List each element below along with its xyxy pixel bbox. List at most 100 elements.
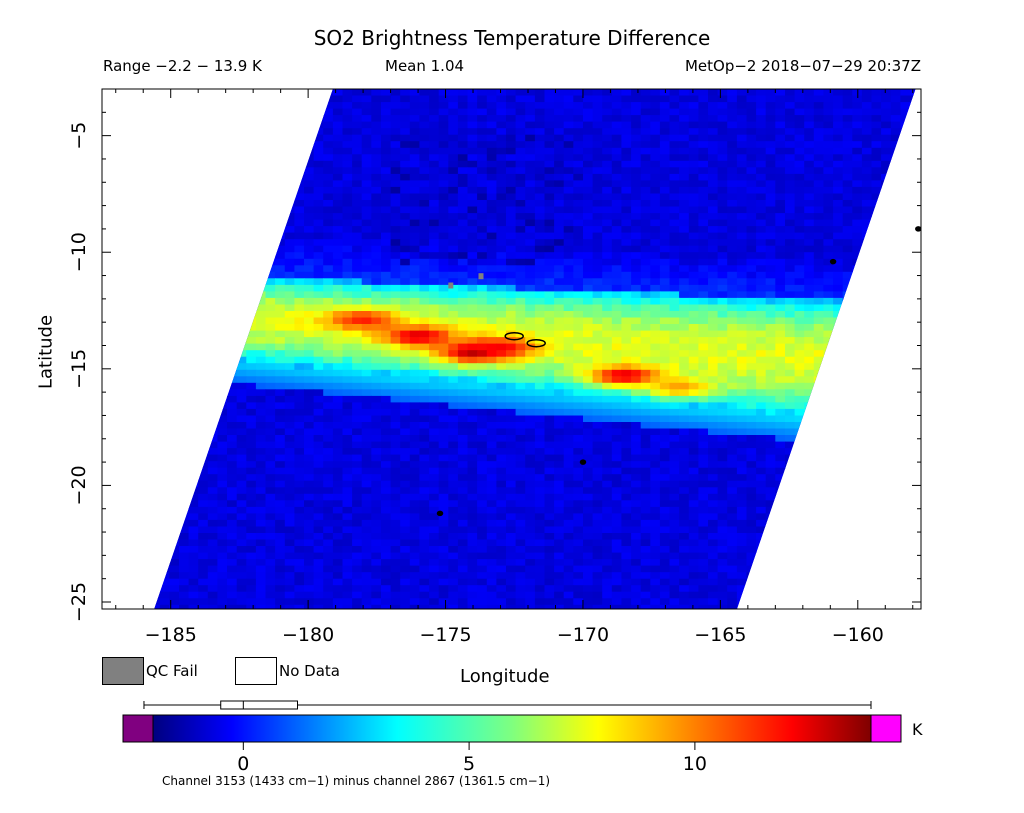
heat-cell	[640, 297, 651, 305]
heat-cell	[371, 382, 382, 390]
heat-cell	[236, 415, 247, 423]
heat-cell	[496, 297, 507, 305]
heat-cell	[323, 121, 334, 129]
heat-cell	[390, 435, 401, 443]
heat-cell	[409, 402, 420, 410]
heat-cell	[592, 226, 603, 234]
heat-cell	[275, 441, 286, 449]
heat-cell	[631, 369, 642, 377]
heat-cell	[477, 102, 488, 110]
heat-cell	[284, 180, 295, 188]
heat-cell	[255, 441, 267, 449]
heat-cell	[871, 89, 882, 97]
heat-cell	[890, 415, 901, 423]
heat-cell	[515, 232, 526, 240]
heat-cell	[592, 95, 603, 103]
heat-cell	[910, 317, 916, 325]
heat-cell	[708, 278, 719, 286]
heat-cell	[573, 415, 584, 423]
heat-cell	[227, 265, 238, 273]
heat-cell	[785, 134, 796, 142]
heat-cell	[207, 317, 218, 325]
heat-cell	[409, 395, 420, 403]
heat-cell	[563, 461, 574, 469]
heat-cell	[486, 193, 497, 201]
heat-cell	[236, 337, 247, 345]
heat-cell	[284, 291, 295, 299]
heat-cell	[371, 337, 382, 345]
heat-cell	[131, 278, 141, 285]
heat-cell	[323, 324, 334, 332]
heat-cell	[429, 343, 440, 351]
heat-cell	[159, 193, 170, 201]
heat-cell	[775, 363, 786, 371]
heat-cell	[602, 415, 613, 423]
heat-cell	[361, 376, 372, 384]
heat-cell	[900, 356, 911, 364]
heat-cell	[736, 422, 748, 430]
heat-cell	[717, 200, 728, 208]
heat-cell	[650, 448, 661, 456]
heat-cell	[842, 324, 853, 332]
heat-cell	[573, 200, 584, 208]
heat-cell	[448, 95, 459, 103]
heat-cell	[352, 317, 363, 325]
heat-cell	[332, 154, 344, 162]
heat-cell	[583, 89, 594, 97]
heat-cell	[785, 441, 796, 449]
heat-cell	[265, 297, 276, 305]
heat-cell	[823, 128, 834, 136]
heat-cell	[332, 271, 344, 279]
heat-cell	[592, 239, 603, 247]
heat-cell	[313, 173, 324, 181]
heat-cell	[154, 258, 161, 266]
heat-cell	[102, 429, 112, 436]
heat-cell	[313, 441, 324, 449]
heat-cell	[112, 350, 122, 357]
heat-cell	[294, 252, 305, 260]
heat-cell	[525, 402, 536, 410]
heat-cell	[409, 408, 420, 416]
heat-cell	[833, 324, 844, 332]
heat-cell	[217, 245, 228, 253]
heat-cell	[179, 297, 190, 305]
heat-cell	[342, 461, 353, 469]
heat-cell	[217, 180, 228, 188]
heat-cell	[477, 376, 488, 384]
heat-cell	[419, 454, 430, 462]
heat-cell	[659, 311, 671, 319]
heat-cell	[631, 193, 642, 201]
heat-cell	[352, 402, 363, 410]
heat-cell	[775, 108, 786, 116]
heat-cell	[496, 102, 507, 110]
heat-cell	[141, 389, 151, 396]
heat-cell	[294, 89, 305, 97]
heat-cell	[544, 382, 555, 390]
heat-cell	[179, 95, 190, 103]
heat-cell	[611, 147, 622, 155]
heat-cell	[112, 141, 122, 148]
heat-cell	[438, 147, 449, 155]
heat-cell	[881, 219, 892, 227]
heat-cell	[265, 356, 276, 364]
heat-cell	[236, 95, 247, 103]
heat-cell	[756, 180, 767, 188]
heat-cell	[154, 278, 161, 286]
heat-cell	[881, 160, 892, 168]
heat-cell	[390, 206, 401, 214]
heat-cell	[438, 226, 449, 234]
heat-cell	[332, 128, 344, 136]
heat-cell	[554, 134, 565, 142]
heat-cell	[794, 454, 805, 462]
heat-cell	[506, 200, 517, 208]
heat-cell	[842, 330, 853, 338]
heat-cell	[188, 89, 199, 97]
heat-cell	[265, 89, 276, 97]
heat-cell	[448, 395, 459, 403]
heat-cell	[669, 186, 680, 194]
heat-cell	[611, 428, 622, 436]
heat-cell	[141, 220, 151, 227]
heat-cell	[207, 461, 218, 469]
heat-cell	[390, 200, 401, 208]
heat-cell	[506, 147, 517, 155]
